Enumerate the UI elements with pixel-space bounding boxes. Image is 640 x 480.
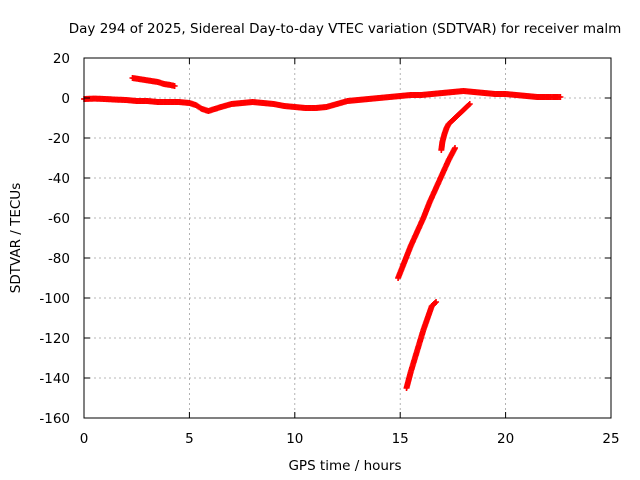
data-point (171, 83, 178, 89)
data-point (433, 299, 440, 305)
y-axis-label: SDTVAR / TECUs (8, 183, 24, 293)
series-descending-arc (438, 101, 473, 153)
series-steep-arc (395, 145, 459, 281)
chart-title: Day 294 of 2025, Sidereal Day-to-day VTE… (69, 21, 622, 37)
x-tick-label: 25 (602, 431, 619, 447)
y-tick-label: -60 (48, 211, 70, 227)
y-tick-label: -100 (39, 291, 70, 307)
y-tick-label: 20 (53, 51, 70, 67)
y-tick-label: -20 (48, 131, 70, 147)
x-tick-label: 15 (392, 431, 409, 447)
y-tick-label: -160 (39, 411, 70, 427)
y-tick-label: -120 (39, 331, 70, 347)
data-point (431, 300, 438, 306)
axis-ticks: 0 5 10 15 20 25 20 0 -20 -40 -60 -80 -100 -120 -140 -16… (39, 51, 619, 447)
y-tick-label: -80 (48, 251, 70, 267)
x-tick-label: 20 (497, 431, 514, 447)
y-tick-label: -40 (48, 171, 70, 187)
data-point (438, 147, 445, 153)
x-tick-label: 10 (286, 431, 303, 447)
data-point (452, 145, 459, 151)
grid (84, 58, 611, 418)
x-tick-label: 5 (185, 431, 194, 447)
series-main-arc (81, 88, 564, 114)
data-point (557, 94, 564, 100)
x-tick-label: 0 (80, 431, 89, 447)
plot-frame (83, 57, 612, 419)
series-low-arc (403, 299, 440, 391)
y-tick-label: 0 (61, 91, 70, 107)
y-tick-label: -140 (39, 371, 70, 387)
series-early-arc (129, 75, 178, 89)
data-points (81, 75, 564, 391)
x-axis-label: GPS time / hours (288, 458, 401, 474)
